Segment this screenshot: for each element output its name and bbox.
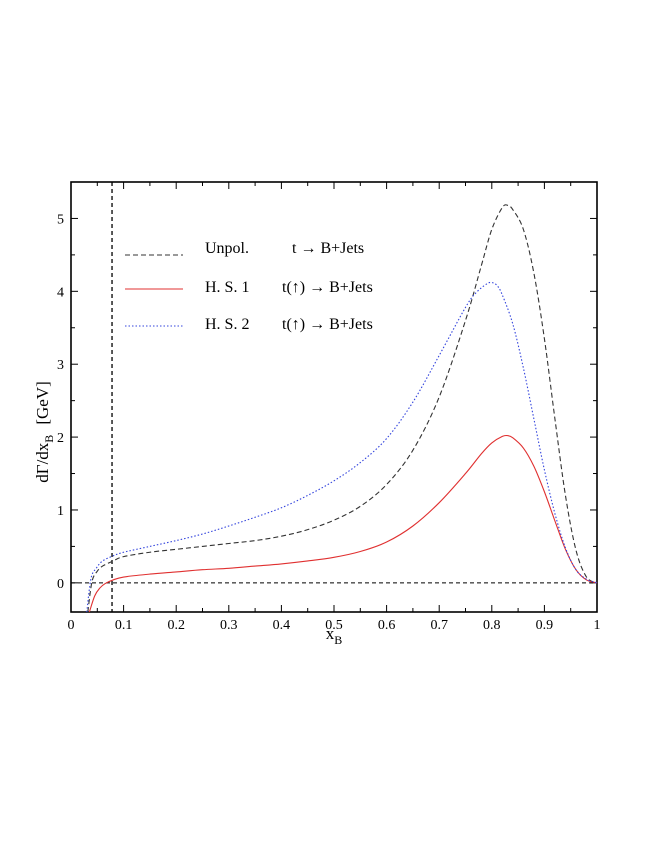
y-tick-label: 1 bbox=[57, 504, 64, 519]
y-tick-label: 4 bbox=[57, 285, 64, 300]
x-tick-label: 0.6 bbox=[378, 618, 396, 633]
y-tick-label: 5 bbox=[57, 212, 64, 227]
series-line-unpol bbox=[87, 204, 598, 613]
x-tick-label: 1 bbox=[594, 618, 601, 633]
legend: Unpol. t → B+Jets H. S. 1 t(↑) → B+Jets … bbox=[125, 240, 373, 333]
y-axis-title: dΓ/dxB[GeV] bbox=[33, 381, 56, 483]
legend-process-hs1: t(↑) → B+Jets bbox=[282, 279, 373, 296]
x-tick-label: 0.3 bbox=[220, 618, 238, 633]
axis-ticks bbox=[70, 182, 598, 612]
series-layer bbox=[86, 204, 598, 613]
x-tick-label: 0.1 bbox=[115, 618, 133, 633]
series-line-hs1 bbox=[88, 434, 598, 613]
x-tick-label: 0.9 bbox=[536, 618, 554, 633]
legend-process-unpol: t → B+Jets bbox=[292, 240, 364, 257]
x-axis-title: xB bbox=[326, 624, 343, 647]
legend-label-hs2: H. S. 2 bbox=[205, 316, 249, 333]
x-tick-label: 0 bbox=[68, 618, 75, 633]
tick-labels: 0 0.1 0.2 0.3 0.4 0.5 0.6 0.7 0.8 0.9 1 0 1 2 3 4 5 bbox=[57, 212, 601, 633]
legend-label-unpol: Unpol. bbox=[205, 240, 249, 257]
x-tick-label: 0.4 bbox=[273, 618, 291, 633]
series-line-hs2 bbox=[86, 281, 598, 613]
legend-item-unpol: Unpol. t → B+Jets bbox=[125, 240, 364, 257]
legend-item-hs1: H. S. 1 t(↑) → B+Jets bbox=[125, 279, 373, 296]
legend-process-hs2: t(↑) → B+Jets bbox=[282, 316, 373, 333]
y-tick-label: 3 bbox=[57, 358, 64, 373]
y-tick-label: 0 bbox=[57, 577, 64, 592]
legend-label-hs1: H. S. 1 bbox=[205, 279, 249, 296]
legend-item-hs2: H. S. 2 t(↑) → B+Jets bbox=[125, 316, 373, 333]
y-tick-label: 2 bbox=[57, 431, 64, 446]
x-tick-label: 0.5 bbox=[325, 618, 343, 633]
x-tick-label: 0.8 bbox=[483, 618, 501, 633]
x-tick-label: 0.7 bbox=[430, 618, 448, 633]
x-tick-label: 0.2 bbox=[167, 618, 185, 633]
